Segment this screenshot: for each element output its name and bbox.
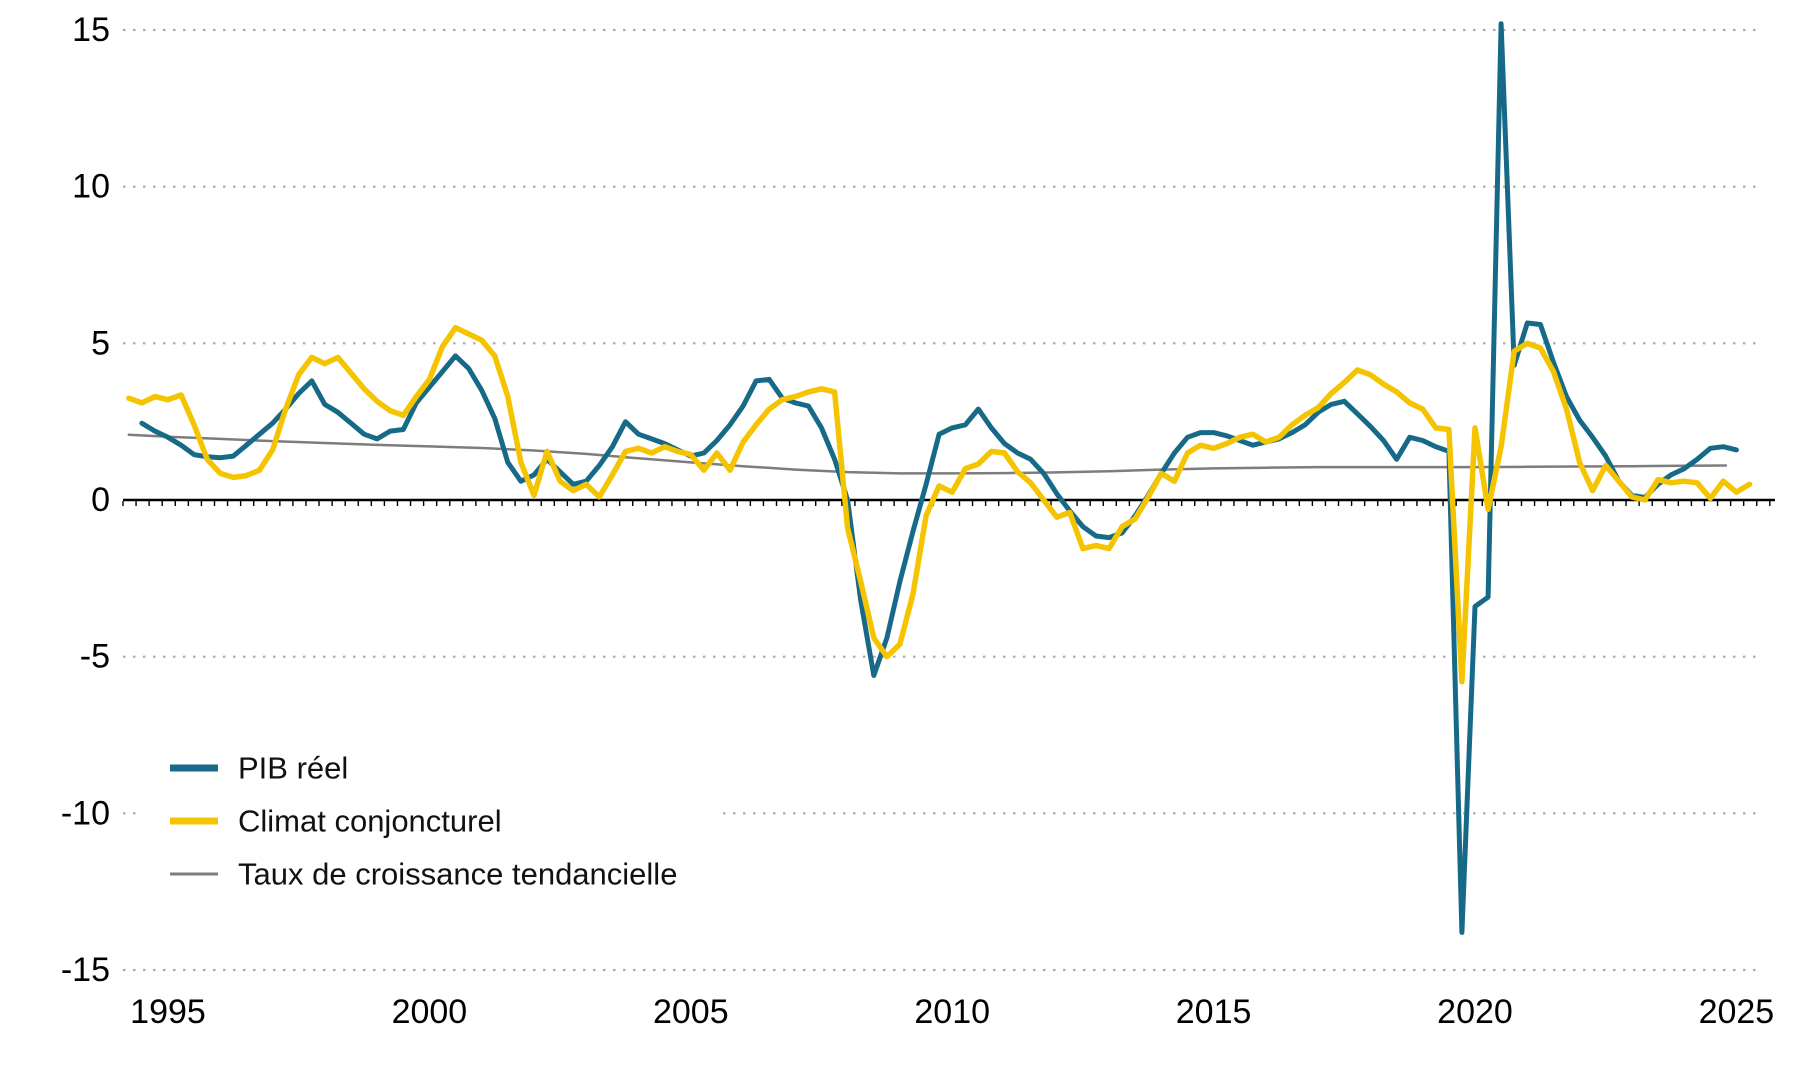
- series-line-taux-de-croissance-tendancielle: [127, 433, 1728, 475]
- x-tick-label-2015: 2015: [1176, 993, 1252, 1031]
- legend-label-climat-conjoncturel: Climat conjoncturel: [238, 804, 502, 839]
- series-line-pib-reel: [139, 21, 1739, 935]
- legend-label-taux-de-croissance-tendancielle: Taux de croissance tendancielle: [238, 857, 677, 892]
- y-tick-label-10: 10: [72, 168, 110, 206]
- y-tick-label--10: -10: [61, 794, 110, 832]
- y-tick-label-0: 0: [91, 481, 110, 519]
- y-tick-label--15: -15: [61, 951, 110, 989]
- x-tick-label-1995: 1995: [130, 993, 206, 1031]
- y-tick-label-5: 5: [91, 324, 110, 362]
- legend-label-pib-reel: PIB réel: [238, 751, 348, 786]
- x-tick-label-2005: 2005: [653, 993, 729, 1031]
- x-tick-label-2020: 2020: [1437, 993, 1513, 1031]
- y-tick-label--5: -5: [80, 638, 110, 676]
- legend-background: [140, 740, 722, 898]
- x-tick-label-2010: 2010: [914, 993, 990, 1031]
- series-line-climat-conjoncturel: [126, 324, 1753, 685]
- x-tick-label-2000: 2000: [392, 993, 468, 1031]
- y-tick-label-15: 15: [72, 11, 110, 49]
- x-tick-label-2025: 2025: [1699, 993, 1775, 1031]
